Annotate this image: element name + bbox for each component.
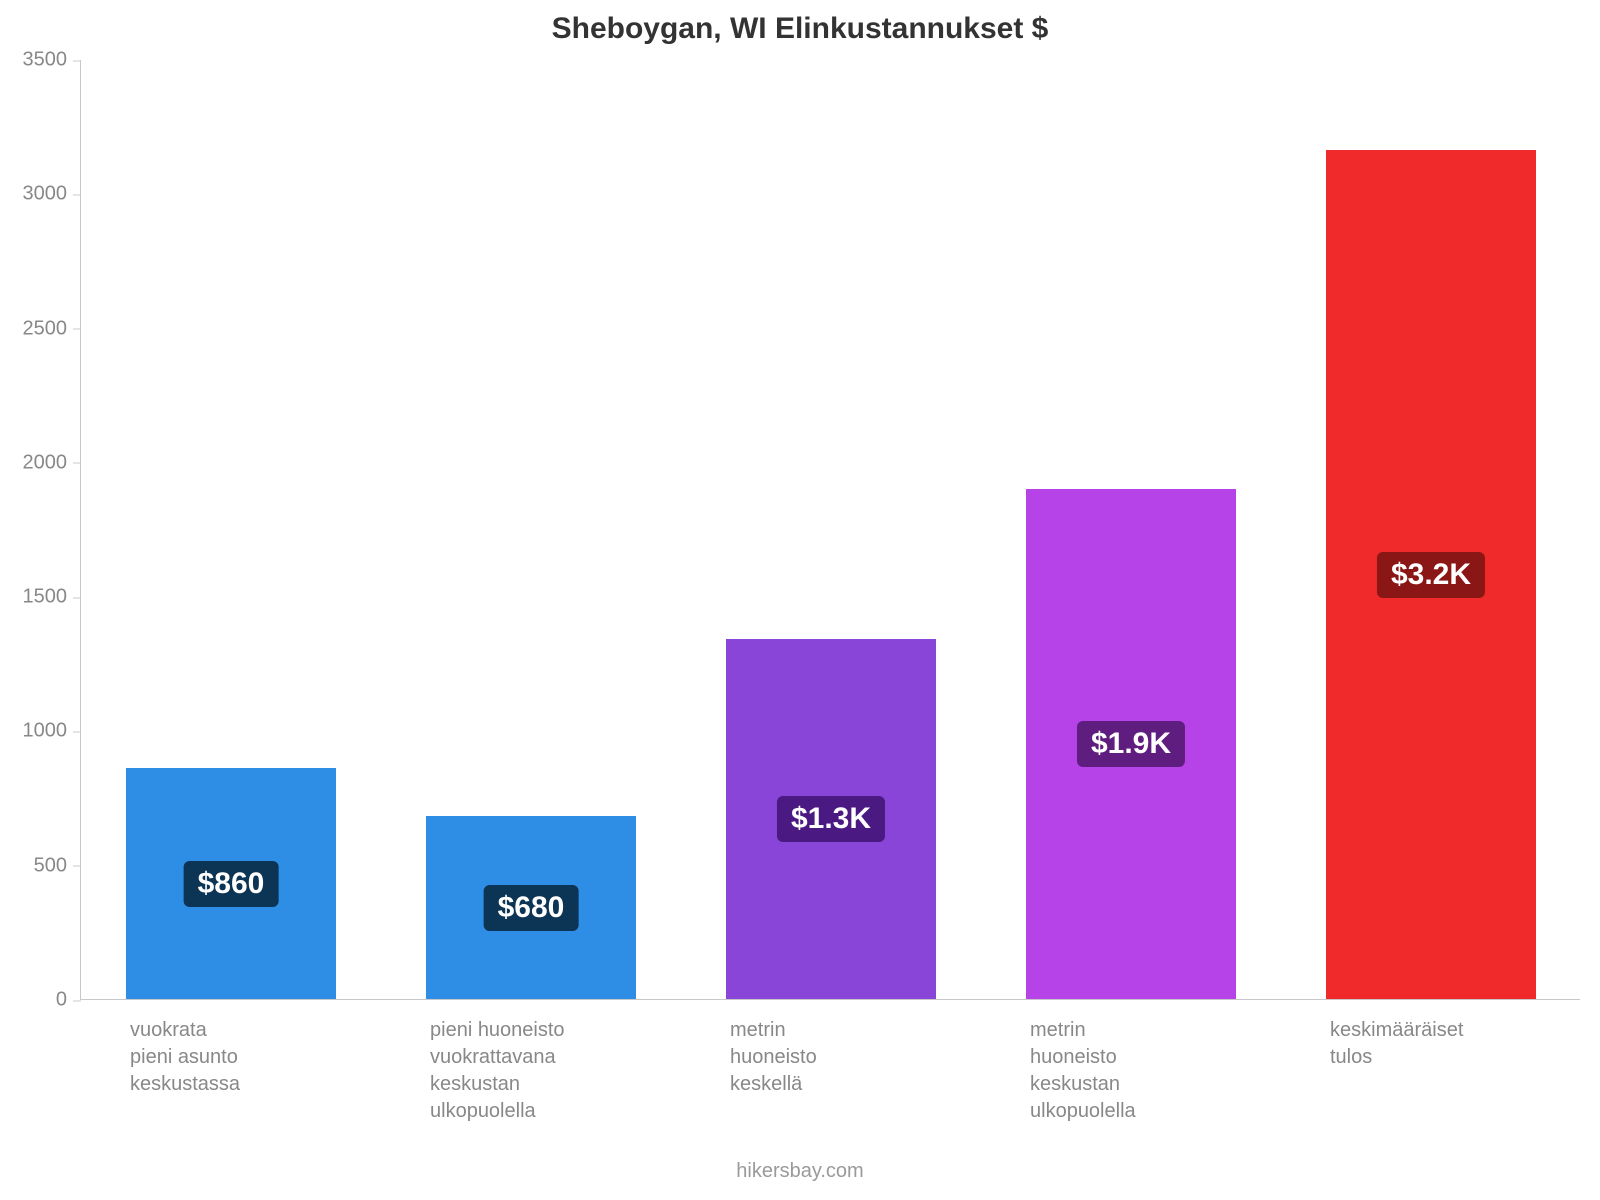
y-tick-label: 3000 [23,183,82,206]
bar-value-label: $860 [184,861,279,907]
cost-of-living-chart: Sheboygan, WI Elinkustannukset $ 0500100… [0,0,1600,1200]
y-tick-label: 3500 [23,49,82,72]
y-tick-label: 1000 [23,720,82,743]
bar: $1.9K [1026,489,1236,999]
y-tick-label: 1500 [23,586,82,609]
bar-value-label: $1.9K [1077,721,1185,767]
x-category-label: vuokrata pieni asunto keskustassa [130,999,340,1098]
bar-value-label: $680 [484,885,579,931]
x-category-label: keskimääräiset tulos [1330,999,1540,1071]
bar: $860 [126,768,336,999]
x-category-label: pieni huoneisto vuokrattavana keskustan … [430,999,640,1125]
x-category-label: metrin huoneisto keskustan ulkopuolella [1030,999,1240,1125]
attribution-text: hikersbay.com [0,1160,1600,1183]
bar: $1.3K [726,639,936,999]
bar-value-label: $3.2K [1377,552,1485,598]
y-tick-label: 500 [34,854,81,877]
y-tick-label: 2000 [23,451,82,474]
bar: $680 [426,816,636,999]
bar: $3.2K [1326,150,1536,999]
y-tick-label: 0 [56,989,81,1012]
y-tick-label: 2500 [23,317,82,340]
x-category-label: metrin huoneisto keskellä [730,999,940,1098]
plot-area: 0500100015002000250030003500$860vuokrata… [80,60,1580,1000]
chart-title: Sheboygan, WI Elinkustannukset $ [0,12,1600,46]
bar-value-label: $1.3K [777,796,885,842]
